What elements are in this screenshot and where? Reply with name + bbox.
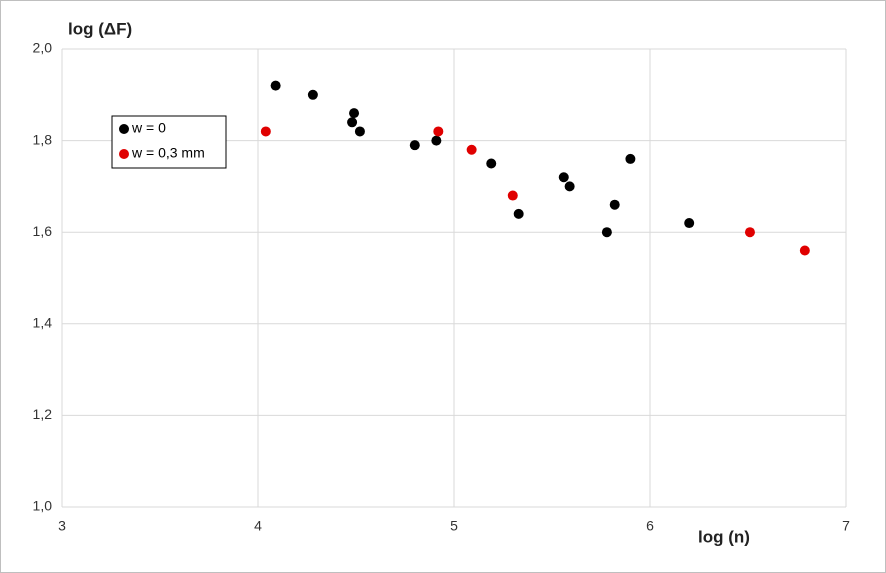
point [513,208,524,219]
point [270,80,281,91]
point [260,126,271,137]
legend-label: w = 0 [131,120,166,136]
y-tick-label: 1,6 [33,223,53,239]
point [347,117,358,128]
y-tick-label: 1,4 [33,315,53,331]
point [433,126,444,137]
point [409,140,420,151]
legend-label: w = 0,3 mm [131,145,205,161]
point [799,245,810,256]
x-tick-label: 5 [450,518,458,534]
y-tick-label: 1,2 [33,406,53,422]
point [466,144,477,155]
legend-box [111,115,227,169]
x-tick-label: 7 [842,518,850,534]
x-tick-label: 4 [254,518,262,534]
point [486,158,497,169]
y-tick-label: 2,0 [33,40,53,56]
y-axis-title: log (ΔF) [68,19,132,38]
legend-marker [119,149,129,159]
point [684,218,695,229]
x-axis-title: log (n) [698,527,750,546]
point [307,89,318,100]
point [609,199,620,210]
x-tick-label: 6 [646,518,654,534]
legend-marker [119,124,129,134]
point [601,227,612,238]
point [744,227,755,238]
point [558,172,569,183]
point [564,181,575,192]
y-tick-label: 1,8 [33,131,53,147]
point [354,126,365,137]
point [507,190,518,201]
y-tick-label: 1,0 [33,498,53,514]
x-tick-label: 3 [58,518,66,534]
point [431,135,442,146]
point [625,153,636,164]
point [349,108,360,119]
